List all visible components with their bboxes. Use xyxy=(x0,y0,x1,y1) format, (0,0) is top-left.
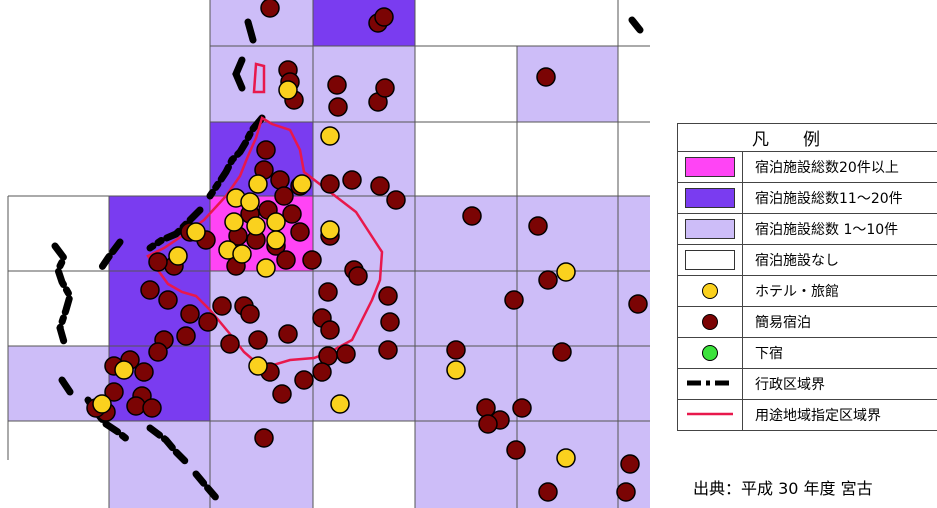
legend-label: 行政区域界 xyxy=(742,368,937,400)
legend-label: 宿泊施設総数 1～10件 xyxy=(742,213,937,245)
legend-label: ホテル・旅館 xyxy=(742,275,937,307)
source-note: 出典：平成 30 年度 宮古 xyxy=(693,479,873,498)
legend-item: 宿泊施設なし xyxy=(677,244,937,276)
legend-item: 宿泊施設総数11～20件 xyxy=(677,182,937,214)
legend-item: 用途地域指定区域界 xyxy=(677,399,937,431)
admin-boundary xyxy=(51,0,644,504)
white-swatch-icon xyxy=(685,250,735,270)
legend-label: 用途地域指定区域界 xyxy=(742,399,937,431)
legend-item: 行政区域界 xyxy=(677,368,937,400)
legend-item: 下宿 xyxy=(677,337,937,369)
red-line-icon xyxy=(687,412,733,416)
legend: 凡 例 宿泊施設総数20件以上 宿泊施設総数11～20件 宿泊施設総数 1～10… xyxy=(677,123,937,431)
legend-item: 簡易宿泊 xyxy=(677,306,937,338)
lavender-swatch-icon xyxy=(685,219,735,239)
dash-dot-line-icon xyxy=(687,380,733,386)
legend-label: 簡易宿泊 xyxy=(742,306,937,338)
grid-lines xyxy=(7,0,650,508)
facility-dots xyxy=(86,0,648,502)
purple-swatch-icon xyxy=(685,188,735,208)
legend-item: ホテル・旅館 xyxy=(677,275,937,307)
legend-title: 凡 例 xyxy=(677,123,937,152)
darkred-dot-icon xyxy=(702,314,718,330)
magenta-swatch-icon xyxy=(685,157,735,177)
legend-label: 下宿 xyxy=(742,337,937,369)
yellow-dot-icon xyxy=(702,283,718,299)
legend-label: 宿泊施設なし xyxy=(742,244,937,276)
legend-item: 宿泊施設総数 1～10件 xyxy=(677,213,937,245)
legend-label: 宿泊施設総数20件以上 xyxy=(742,151,937,183)
legend-label: 宿泊施設総数11～20件 xyxy=(742,182,937,214)
green-dot-icon xyxy=(702,345,718,361)
legend-item: 宿泊施設総数20件以上 xyxy=(677,151,937,183)
